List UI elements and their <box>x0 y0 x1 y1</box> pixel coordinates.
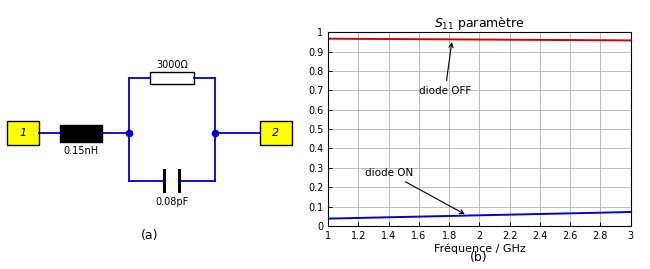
Text: 0.15nH: 0.15nH <box>63 146 98 156</box>
Bar <box>60 125 101 141</box>
Text: (b): (b) <box>470 251 488 264</box>
X-axis label: Fréquence / GHz: Fréquence / GHz <box>434 244 525 254</box>
Text: 3000Ω: 3000Ω <box>156 60 188 70</box>
Text: 2: 2 <box>272 128 280 138</box>
Text: 1: 1 <box>20 128 27 138</box>
Bar <box>150 72 194 84</box>
Text: diode OFF: diode OFF <box>419 43 471 96</box>
Bar <box>8 121 39 146</box>
Bar <box>260 121 292 146</box>
Text: diode ON: diode ON <box>365 168 463 214</box>
Text: 0.08pF: 0.08pF <box>155 197 188 207</box>
Title: $S_{11}$ paramètre: $S_{11}$ paramètre <box>434 15 525 32</box>
Text: (a): (a) <box>141 229 158 242</box>
